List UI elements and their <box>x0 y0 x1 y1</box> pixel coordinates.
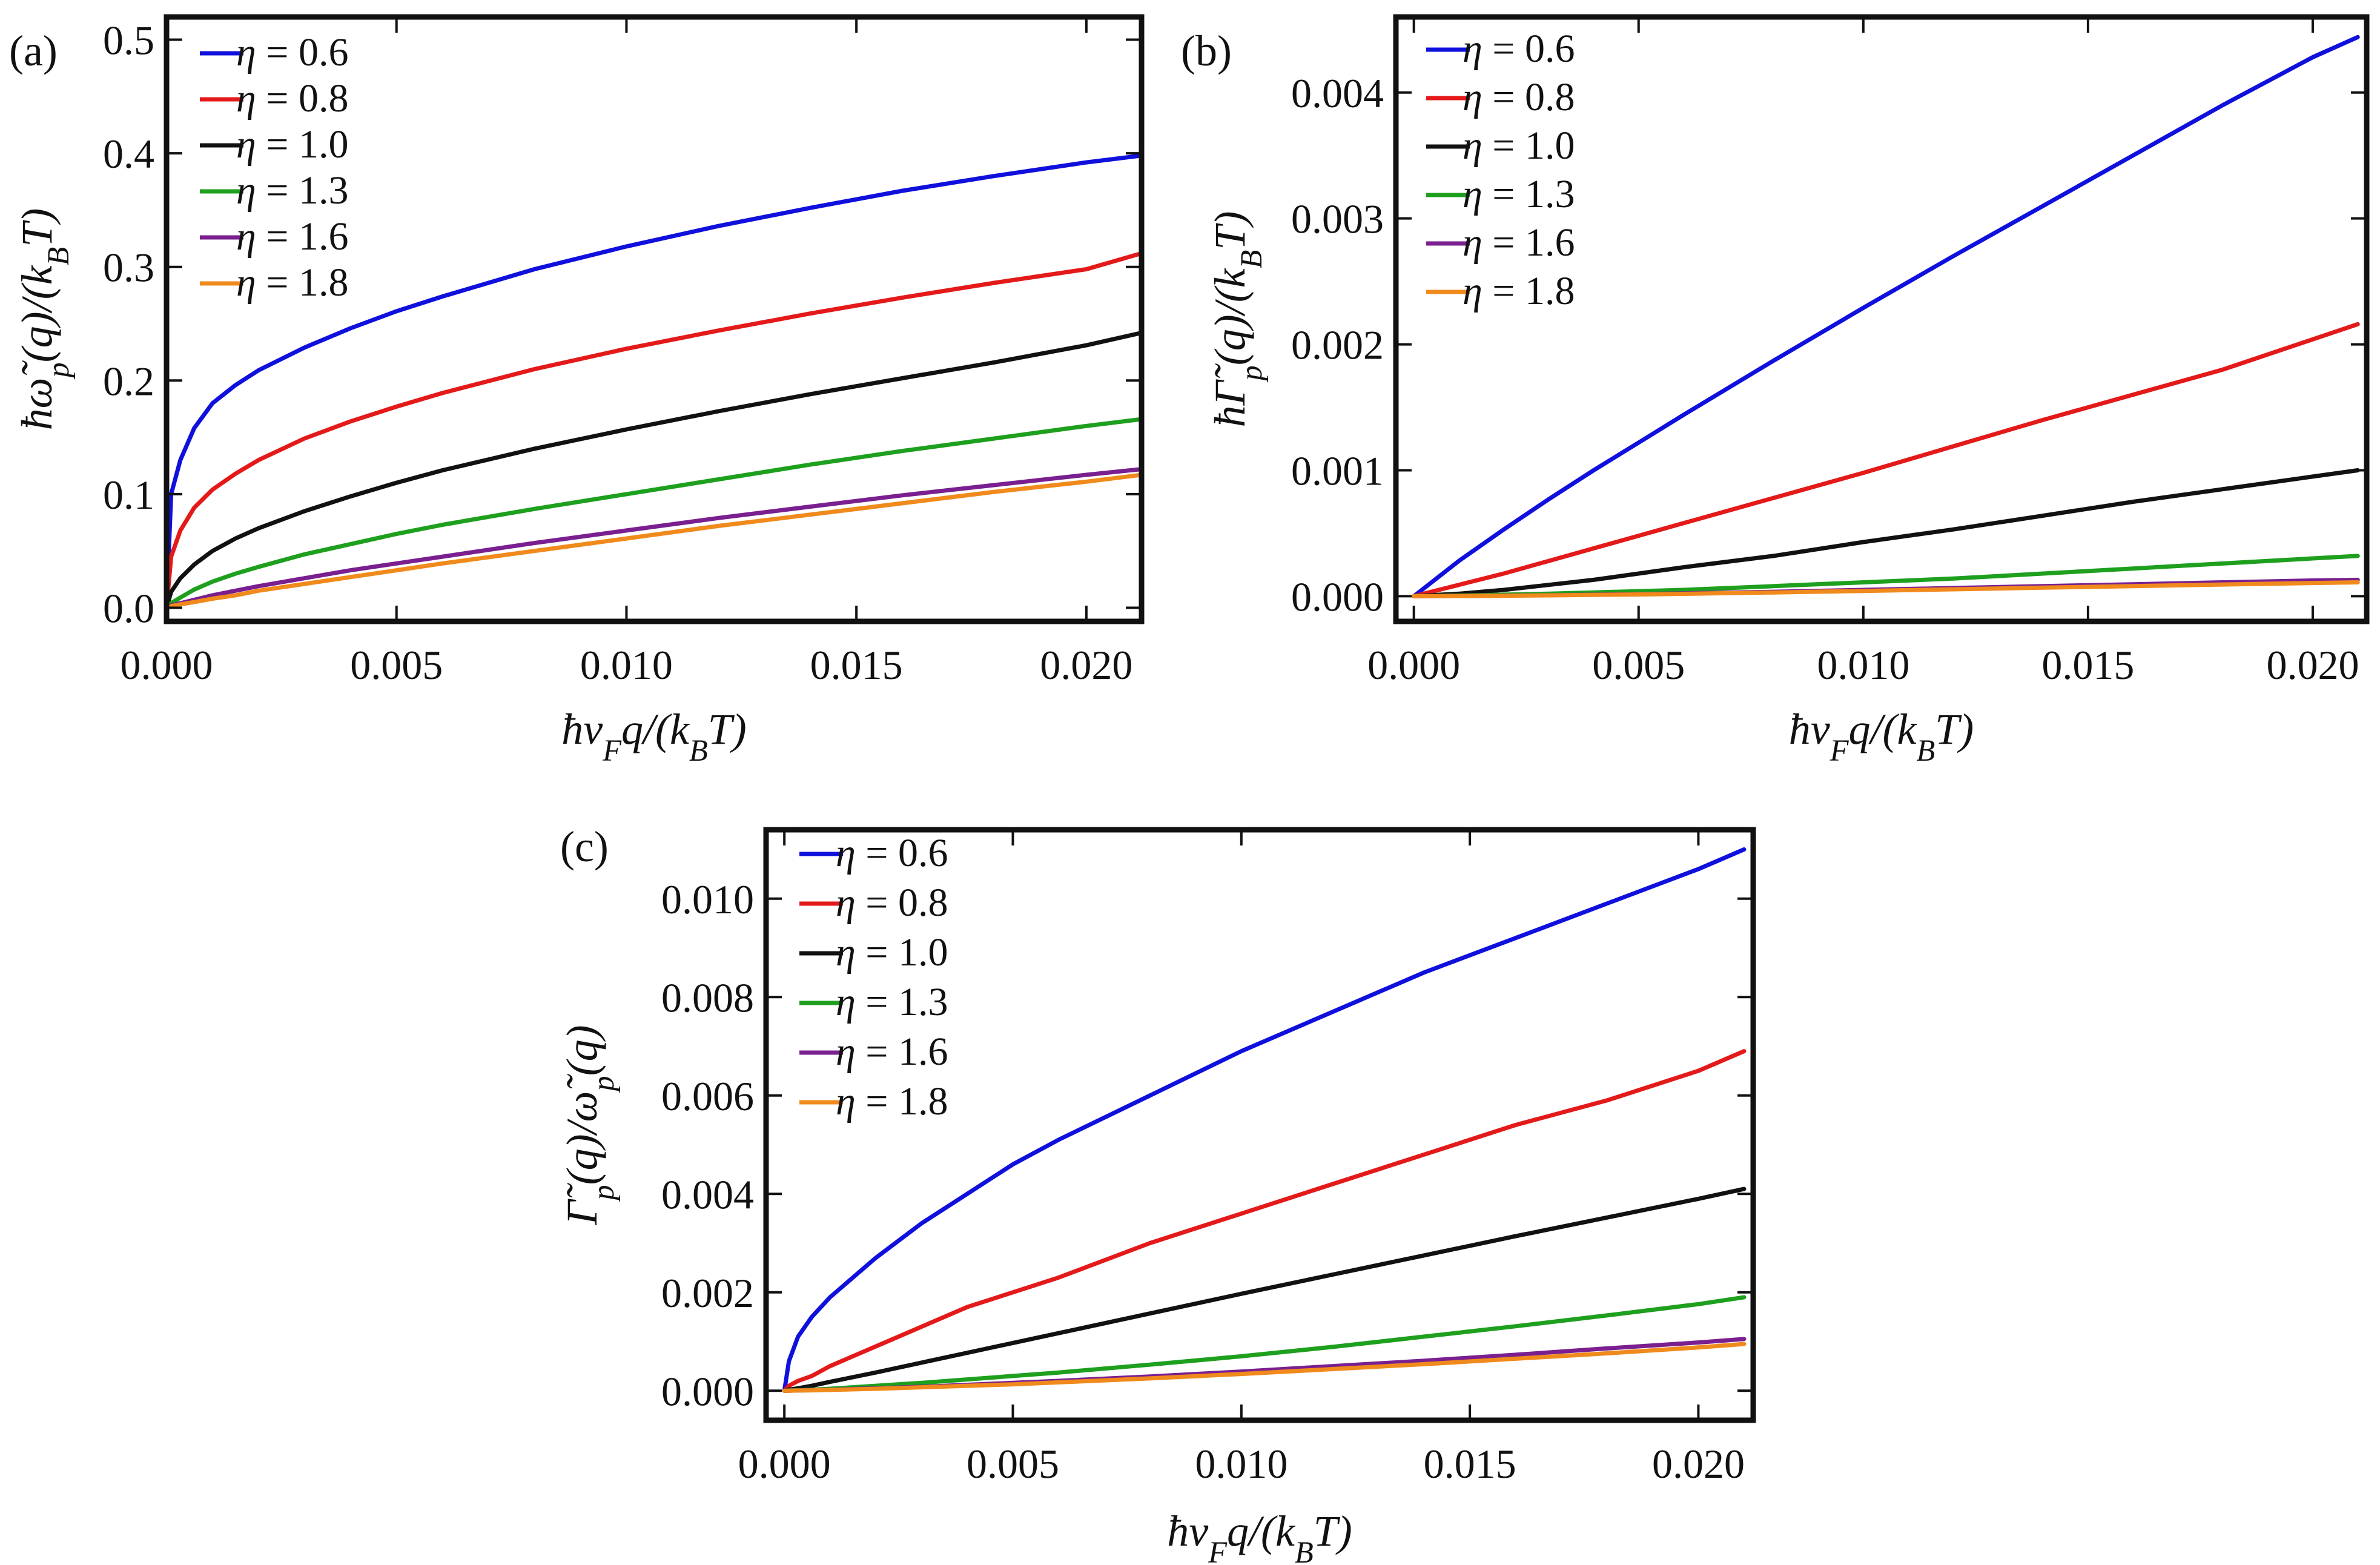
series-line-1.8 <box>1412 580 2360 598</box>
legend-entry: η = 1.3 <box>1463 172 1575 216</box>
y-axis-label: ħω̃p(q)/(kBT) <box>13 208 75 431</box>
x-tick-label: 0.020 <box>1652 1441 1745 1487</box>
y-tick-label: 0.5 <box>103 18 154 64</box>
legend-entry: η = 0.8 <box>236 76 348 121</box>
legend-entry: η = 1.8 <box>1463 269 1575 313</box>
series-line-0.6 <box>782 847 1747 1393</box>
legend-entry: η = 1.3 <box>836 980 948 1024</box>
x-tick-label: 0.010 <box>1195 1441 1288 1487</box>
legend: η = 0.6 η = 0.8 η = 1.0 η = 1.3 η = 1.6 η = 1… <box>799 831 948 1123</box>
series-line-1.8 <box>782 1342 1747 1393</box>
x-axis-label: ħvFq/(kBT) <box>561 705 747 767</box>
series-line-0.8 <box>1412 322 2360 598</box>
x-tick-label: 0.015 <box>810 642 903 688</box>
legend: η = 0.6η = 0.8 η = 1.0η = 1.3η = 1.6η = 1… <box>1426 27 1575 313</box>
panel-label: (a) <box>9 27 58 75</box>
x-tick-label: 0.000 <box>1367 642 1460 688</box>
x-tick-label: 0.000 <box>121 642 213 688</box>
plot-frame <box>1393 14 2370 624</box>
panel-c: 0.000 0.005 0.010 0.015 0.020 0.000 0.002 0.004… <box>558 822 1756 1565</box>
legend-entry: η = 1.8 <box>236 260 348 305</box>
y-tick-label: 0.006 <box>661 1073 754 1119</box>
plot-frame <box>763 827 1756 1423</box>
legend-entry: η = 0.6 <box>236 30 348 74</box>
y-tick-label: 0.2 <box>103 358 154 404</box>
plot-area <box>167 153 1142 610</box>
series-line-1.0 <box>167 331 1142 610</box>
legend-entry: η = 1.0 <box>1463 124 1575 168</box>
legend-entry: η = 0.8 <box>1463 75 1575 119</box>
y-tick-label: 0.0 <box>103 585 154 631</box>
legend-entry: η = 1.8 <box>836 1079 948 1123</box>
x-tick-label: 0.015 <box>1424 1441 1516 1487</box>
legend-entry: η = 1.6 <box>236 214 348 259</box>
panel-b: 0.000 0.005 0.010 0.015 0.020 0.000 0.001 0.002… <box>1181 14 2370 767</box>
legend: η = 0.6η = 0.8η = 1.0η = 1.3η = 1.6η = 1… <box>200 30 348 305</box>
y-tick-label: 0.004 <box>1291 70 1384 116</box>
panel-label: (c) <box>560 822 609 871</box>
x-tick-label: 0.015 <box>2041 642 2134 688</box>
series-line-1.0 <box>1412 468 2360 598</box>
plot-frame <box>164 14 1145 624</box>
y-tick-label: 0.000 <box>661 1368 754 1414</box>
legend-entry: η = 0.6 <box>836 831 948 875</box>
y-tick-label: 0.002 <box>661 1270 754 1316</box>
y-tick-label: 0.1 <box>103 472 154 518</box>
series-line-1.3 <box>167 417 1142 610</box>
y-tick-label: 0.001 <box>1291 448 1384 494</box>
y-tick-label: 0.4 <box>103 131 154 177</box>
legend-entry: η = 1.6 <box>1463 220 1575 265</box>
x-tick-label: 0.010 <box>1817 642 1909 688</box>
y-tick-label: 0.3 <box>103 245 154 291</box>
x-tick-label: 0.005 <box>967 1441 1059 1487</box>
x-tick-label: 0.000 <box>738 1441 831 1487</box>
y-tick-label: 0.008 <box>661 974 754 1021</box>
series-line-0.6 <box>1412 35 2360 598</box>
legend-entry: η = 0.8 <box>836 881 948 925</box>
series-line-1.3 <box>782 1295 1747 1393</box>
x-axis-label: ħvFq/(kBT) <box>1789 705 1974 767</box>
y-axis-label: ħΓ̃p(q)/(kBT) <box>1206 211 1268 428</box>
legend-entry: η = 1.6 <box>836 1030 948 1074</box>
x-tick-label: 0.020 <box>1040 642 1132 688</box>
legend-entry: η = 1.3 <box>236 168 348 213</box>
legend-entry: η = 1.0 <box>236 122 348 167</box>
series-line-1.8 <box>167 472 1142 610</box>
legend-entry: η = 1.0 <box>836 930 948 974</box>
plot-area <box>1412 35 2360 598</box>
series-line-0.8 <box>782 1049 1747 1393</box>
y-tick-label: 0.002 <box>1291 322 1384 368</box>
y-tick-label: 0.000 <box>1291 574 1384 620</box>
x-tick-label: 0.020 <box>2266 642 2359 688</box>
x-tick-label: 0.005 <box>350 642 443 688</box>
series-line-1.0 <box>782 1186 1747 1393</box>
x-tick-label: 0.005 <box>1592 642 1685 688</box>
y-tick-label: 0.010 <box>661 876 754 922</box>
plot-area <box>782 847 1747 1393</box>
series-line-0.8 <box>167 251 1142 610</box>
series-line-1.6 <box>167 467 1142 610</box>
y-tick-label: 0.003 <box>1291 196 1384 242</box>
y-tick-label: 0.004 <box>661 1171 754 1217</box>
panel-label: (b) <box>1181 27 1232 75</box>
x-tick-label: 0.010 <box>580 642 673 688</box>
panel-a: 0.000 0.005 0.010 0.015 0.020 0.0 0.1 0.2 0.3 0.4… <box>9 14 1145 767</box>
y-axis-label: Γ̃p(q)/ω̃p(q) <box>558 1025 620 1225</box>
legend-entry: η = 0.6 <box>1463 27 1575 71</box>
series-line-0.6 <box>167 153 1142 610</box>
x-axis-label: ħvFq/(kBT) <box>1167 1507 1352 1565</box>
